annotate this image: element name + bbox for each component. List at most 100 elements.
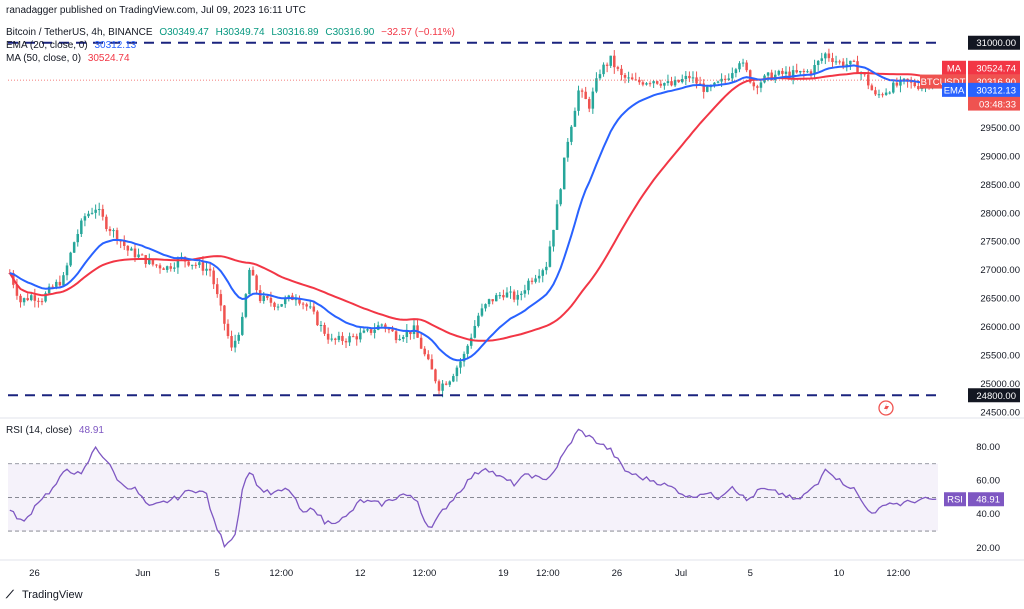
lightning-bolt-shape (884, 403, 889, 413)
ema-tag-label: EMA (944, 85, 965, 96)
candle-body (816, 60, 820, 66)
ema-price-badge (968, 82, 1020, 97)
candle-body (527, 280, 530, 291)
candle-body (173, 267, 176, 269)
candle-body (187, 261, 190, 266)
candle-body (577, 90, 580, 111)
candle-body (219, 294, 223, 306)
candle-body (47, 286, 51, 294)
candle-body (244, 294, 248, 317)
candle-body (552, 229, 555, 247)
candle-body (58, 281, 62, 286)
candle-body (223, 305, 226, 324)
candle-body (233, 340, 237, 348)
ma-tag (942, 60, 966, 75)
candle-body (673, 79, 677, 86)
candle-body (534, 278, 537, 282)
candle-body (645, 83, 648, 85)
candle-body (212, 270, 215, 285)
candle-body (580, 90, 584, 92)
candle-body (570, 126, 573, 142)
candle-body (874, 90, 877, 95)
candle-body (688, 75, 691, 79)
candle-body (670, 81, 673, 86)
candle-body (276, 306, 280, 308)
candle-body (255, 275, 258, 291)
change-value: −32.57 (−0.11%) (381, 27, 455, 38)
candle-body (766, 72, 770, 76)
candle-body (298, 299, 301, 304)
candle-body (727, 78, 731, 80)
candle-body (791, 70, 795, 78)
candle-body (630, 77, 634, 80)
candle-body (555, 204, 559, 230)
candle-body (90, 212, 94, 214)
tradingview-brand[interactable]: ⟋ TradingView (6, 589, 83, 602)
candle-body (155, 264, 158, 266)
rsi-legend-value: 48.91 (78, 425, 104, 436)
candle-body (562, 157, 566, 190)
candle-body (498, 295, 502, 297)
candle-body (391, 329, 394, 332)
candle-body (405, 330, 409, 338)
ma-legend-label: MA (50, close, 0) (6, 53, 82, 64)
rsi-tag-label: RSI (947, 495, 963, 506)
candle-body (469, 337, 473, 346)
candle-body (122, 241, 126, 246)
ema-tag (942, 82, 966, 97)
time-tick-label: 12:00 (536, 568, 560, 579)
candle-body (641, 82, 645, 85)
candle-body (394, 331, 398, 341)
candle-body (648, 83, 652, 85)
candle-body (888, 92, 891, 94)
candle-body (623, 75, 627, 78)
candle-body (29, 295, 33, 301)
candle-body (205, 268, 208, 271)
candle-body (609, 55, 612, 66)
symbol-tag-label: BTCUSDT (921, 77, 966, 88)
candle-body (659, 83, 663, 86)
ma-price-badge (968, 60, 1020, 75)
candle-body (899, 79, 902, 86)
rsi-tick-label: 40.00 (976, 509, 1000, 520)
high-value: H30349.74 (215, 27, 265, 38)
time-tick-label: 12:00 (886, 568, 910, 579)
candle-body (902, 78, 906, 80)
candle-body (248, 269, 251, 295)
candle-body (126, 245, 130, 251)
candle-body (427, 354, 430, 360)
candle-body (881, 94, 884, 96)
candle-body (655, 81, 659, 84)
candle-body (459, 361, 462, 368)
price-tick-label: 28000.00 (980, 208, 1020, 219)
candle-body (598, 74, 602, 79)
candle-body (866, 74, 870, 86)
time-tick-label: 10 (834, 568, 845, 579)
rsi-legend-label: RSI (14, close) (6, 425, 73, 436)
candle-body (241, 316, 244, 335)
candle-body (877, 94, 881, 96)
candle-body (466, 345, 469, 354)
price-tick-label: 25000.00 (980, 379, 1020, 390)
candle-body (813, 65, 816, 75)
candle-body (541, 270, 545, 276)
candle-body (97, 209, 101, 211)
ma-legend[interactable]: MA (50, close, 0) 30524.74 (6, 53, 134, 64)
ema-legend[interactable]: EMA (20, close, 0) 30312.13 (6, 40, 140, 51)
candle-body (40, 301, 44, 303)
candle-body (720, 78, 723, 82)
rsi-legend[interactable]: RSI (14, close) 48.91 (6, 425, 108, 436)
candle-body (380, 324, 384, 326)
candle-body (108, 229, 112, 232)
candle-body (745, 62, 748, 71)
candle-body (838, 61, 841, 63)
candle-body (33, 295, 37, 301)
candle-body (663, 83, 666, 86)
rsi-tick-label: 80.00 (976, 442, 1000, 453)
candle-body (280, 304, 283, 307)
candle-body (69, 252, 72, 266)
candle-body (917, 86, 920, 90)
level-price-label: 24800.00 (976, 391, 1016, 402)
candle-body (366, 329, 369, 331)
